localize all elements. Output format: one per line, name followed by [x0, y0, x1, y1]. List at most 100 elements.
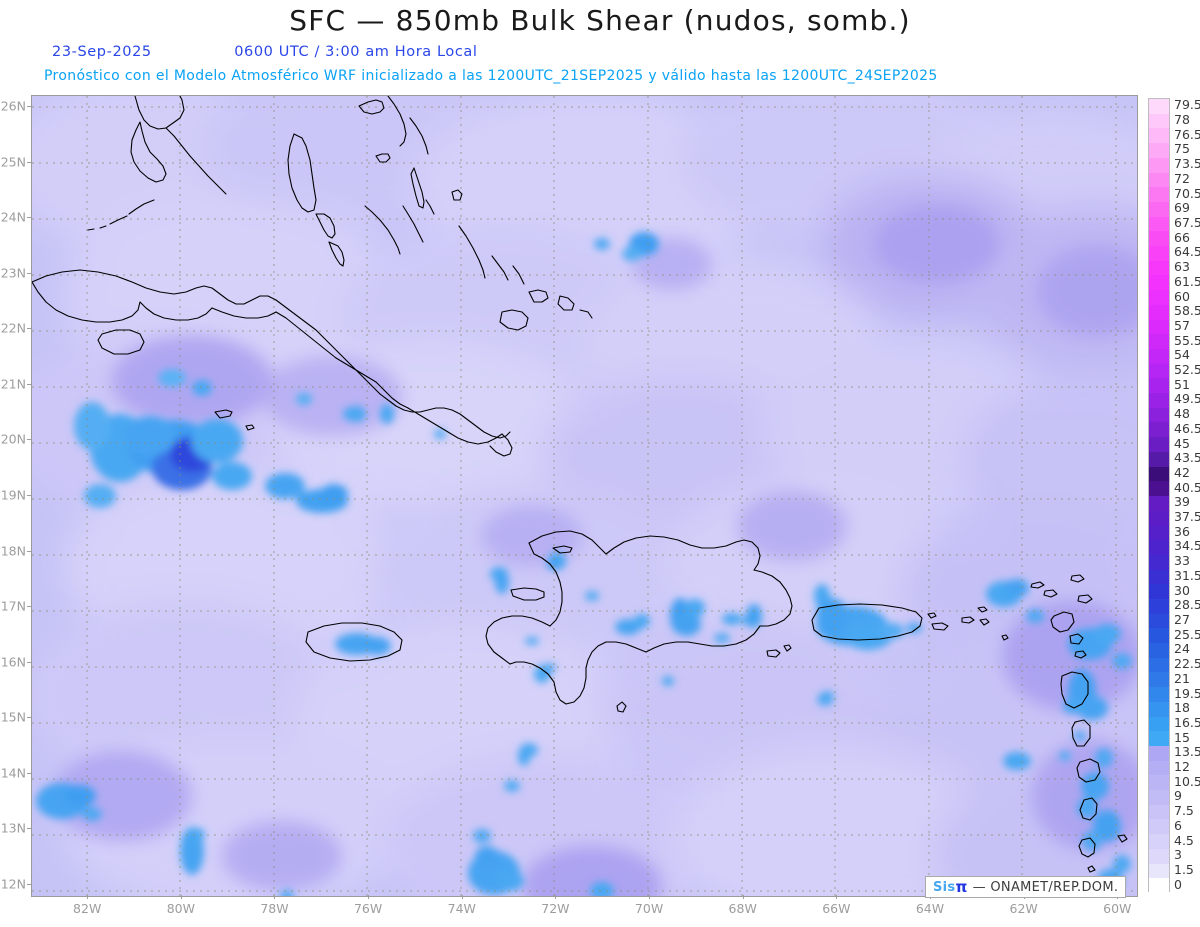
colorbar-segment — [1149, 393, 1169, 408]
model-note: Pronóstico con el Modelo Atmosférico WRF… — [44, 68, 938, 84]
y-axis-tick-label: 20N — [0, 431, 26, 447]
shear-shading-layer — [32, 96, 1137, 896]
colorbar-tick-label: 49.5 — [1174, 391, 1200, 407]
y-axis-tick-mark — [27, 606, 31, 608]
colorbar-segment — [1149, 834, 1169, 849]
x-axis-tick-mark — [274, 895, 276, 899]
colorbar-tick-label: 55.5 — [1174, 332, 1200, 348]
colorbar-segment — [1149, 99, 1169, 114]
colorbar-tick-label: 57 — [1174, 317, 1190, 333]
colorbar-segment — [1149, 745, 1169, 761]
colorbar-segment — [1149, 716, 1169, 732]
x-axis-tick-mark — [836, 895, 838, 899]
colorbar-tick-label: 76.5 — [1174, 126, 1200, 142]
x-axis-tick-mark — [368, 895, 370, 899]
colorbar-tick-label: 4.5 — [1174, 832, 1194, 848]
colorbar-segment — [1149, 701, 1169, 717]
x-axis-tick-mark — [555, 895, 557, 899]
map-plot-area — [31, 95, 1138, 897]
y-axis-tick-mark — [27, 717, 31, 719]
colorbar-tick-label: 27 — [1174, 611, 1190, 627]
colorbar-segment — [1149, 143, 1169, 158]
colorbar-tick-label: 46.5 — [1174, 420, 1200, 436]
colorbar-segment — [1149, 628, 1169, 644]
colorbar-tick-label: 63 — [1174, 258, 1190, 274]
colorbar-tick-label: 10.5 — [1174, 773, 1200, 789]
colorbar-segment — [1149, 848, 1169, 864]
colorbar-segment — [1149, 216, 1169, 232]
colorbar-segment — [1149, 363, 1169, 379]
colorbar-segment — [1149, 466, 1169, 482]
x-axis-tick-label: 70W — [634, 901, 664, 916]
colorbar-segment — [1149, 863, 1169, 879]
colorbar-tick-label: 12 — [1174, 758, 1190, 774]
y-axis-tick-label: 25N — [0, 154, 26, 170]
credit-org: — ONAMET/REP.DOM. — [973, 880, 1119, 895]
colorbar-segment — [1149, 378, 1169, 394]
colorbar-segment — [1149, 246, 1169, 261]
colorbar-segment — [1149, 760, 1169, 776]
colorbar-tick-label: 60 — [1174, 288, 1190, 304]
colorbar-tick-label: 73.5 — [1174, 155, 1200, 171]
x-axis-tick-label: 62W — [1009, 901, 1038, 916]
colorbar-segment — [1149, 554, 1169, 570]
y-axis-tick-mark — [27, 495, 31, 496]
colorbar-segment — [1149, 437, 1169, 452]
colorbar-tick-label: 78 — [1174, 111, 1190, 127]
colorbar-tick-label: 39 — [1174, 494, 1190, 510]
x-axis-tick-label: 76W — [353, 901, 383, 916]
y-axis-tick-mark — [27, 328, 31, 330]
colorbar-segment — [1149, 319, 1169, 335]
colorbar-tick-label: 22.5 — [1174, 655, 1200, 671]
colorbar-tick-label: 36 — [1174, 523, 1190, 539]
colorbar-tick-label: 67.5 — [1174, 214, 1200, 230]
colorbar-segment — [1149, 407, 1169, 423]
colorbar-segment — [1149, 613, 1169, 629]
colorbar-tick-label: 33 — [1174, 552, 1190, 568]
x-axis-tick-label: 64W — [915, 901, 945, 916]
colorbar-tick-label: 25.5 — [1174, 626, 1200, 642]
colorbar-tick-label: 15 — [1174, 729, 1190, 745]
colorbar-segment — [1149, 348, 1169, 364]
colorbar-tick-label: 0 — [1174, 876, 1182, 892]
y-axis-tick-label: 13N — [0, 820, 26, 836]
colorbar-tick-label: 19.5 — [1174, 685, 1200, 701]
colorbar-tick-label: 7.5 — [1174, 802, 1194, 818]
x-axis-tick-label: 60W — [1103, 901, 1132, 916]
colorbar-tick-label: 40.5 — [1174, 479, 1200, 495]
colorbar-segment — [1149, 157, 1169, 173]
y-axis-tick-mark — [27, 883, 31, 885]
y-axis-tick-mark — [27, 828, 31, 830]
page-title: SFC — 850mb Bulk Shear (nudos, somb.) — [289, 4, 911, 37]
lat-lon-gridlines — [32, 96, 1137, 896]
y-axis-tick-label: 16N — [0, 654, 26, 670]
colorbar-tick-label: 6 — [1174, 817, 1182, 833]
y-axis-tick-mark — [27, 772, 31, 774]
credit-dash: — — [972, 879, 986, 895]
colorbar-segment — [1149, 231, 1169, 247]
colorbar-tick-label: 64.5 — [1174, 244, 1200, 260]
colorbar-tick-label: 75 — [1174, 141, 1190, 157]
colorbar-segment — [1149, 422, 1169, 438]
colorbar-tick-label: 70.5 — [1174, 185, 1200, 201]
x-axis-tick-label: 72W — [541, 901, 570, 916]
colorbar-segment — [1149, 525, 1169, 541]
y-axis-tick-label: 26N — [0, 98, 26, 114]
colorbar-tick-label: 54 — [1174, 347, 1190, 363]
x-axis-tick-mark — [87, 895, 89, 899]
pi-symbol-icon: π — [955, 878, 968, 896]
colorbar-tick-label: 28.5 — [1174, 597, 1200, 613]
colorbar-tick-label: 18 — [1174, 699, 1190, 715]
colorbar-segment — [1149, 495, 1169, 511]
colorbar-segment — [1149, 201, 1169, 217]
colorbar-segment — [1149, 481, 1169, 496]
colorbar-tick-label: 72 — [1174, 170, 1190, 186]
y-axis-tick-mark — [27, 217, 31, 219]
y-axis-tick-mark — [27, 383, 31, 385]
y-axis-tick-label: 24N — [0, 209, 26, 225]
colorbar-segment — [1149, 657, 1169, 673]
colorbar-segment — [1149, 540, 1169, 555]
colorbar-segment — [1149, 260, 1169, 276]
coastline-layer — [32, 96, 1128, 895]
y-axis-tick-label: 22N — [0, 320, 26, 336]
